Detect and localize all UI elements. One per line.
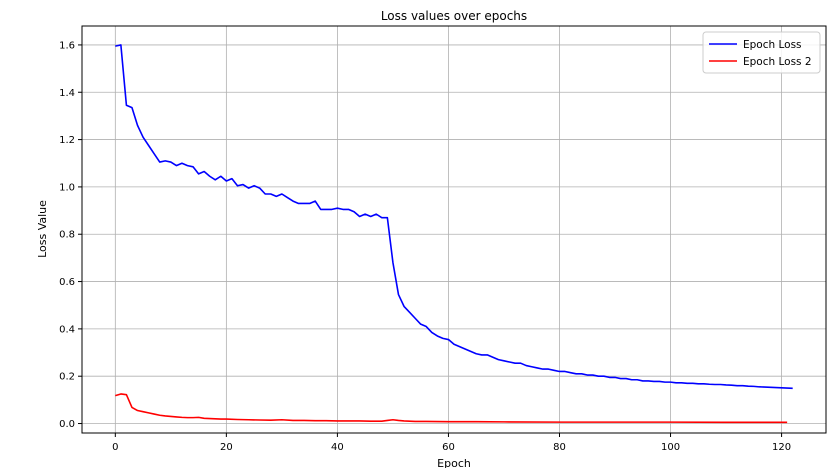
grid-lines xyxy=(82,26,826,433)
legend: Epoch Loss Epoch Loss 2 xyxy=(702,31,821,74)
x-tick-label-80: 80 xyxy=(553,442,566,453)
x-tick-label-0: 0 xyxy=(112,442,118,453)
x-tick-label-120: 120 xyxy=(772,442,791,453)
y-tick-label-1-4: 1.4 xyxy=(59,88,75,99)
y-tick-label-0-2: 0.2 xyxy=(59,372,75,383)
y-tick-label-1-2: 1.2 xyxy=(59,135,75,146)
y-tick-label-1-6: 1.6 xyxy=(59,40,75,51)
y-axis-ticks: 0.0 0.2 0.4 0.6 0.8 1.0 1.2 1.4 1.6 xyxy=(59,40,82,430)
series-line-epoch-loss xyxy=(115,44,793,390)
x-axis-label: Epoch xyxy=(437,457,471,468)
plot-area-background xyxy=(82,26,826,433)
series-layer xyxy=(115,44,793,424)
x-tick-label-20: 20 xyxy=(220,442,233,453)
chart-title: Loss values over epochs xyxy=(381,9,527,23)
y-axis-label: Loss Value xyxy=(36,200,49,258)
y-tick-label-1-0: 1.0 xyxy=(59,182,75,193)
legend-box xyxy=(702,31,821,74)
y-tick-label-0-6: 0.6 xyxy=(59,277,75,288)
legend-label-epoch-loss: Epoch Loss xyxy=(743,39,802,51)
y-tick-label-0-8: 0.8 xyxy=(59,230,75,241)
plot-area-frame xyxy=(81,25,827,434)
series-line-epoch-loss-2 xyxy=(115,393,788,424)
legend-label-epoch-loss-2: Epoch Loss 2 xyxy=(743,56,812,68)
y-tick-label-0-0: 0.0 xyxy=(59,419,75,430)
x-axis-ticks: 0 20 40 60 80 100 120 xyxy=(112,433,791,453)
x-tick-label-40: 40 xyxy=(331,442,344,453)
y-tick-label-0-4: 0.4 xyxy=(59,324,75,335)
x-tick-label-60: 60 xyxy=(442,442,455,453)
x-tick-label-100: 100 xyxy=(661,442,680,453)
